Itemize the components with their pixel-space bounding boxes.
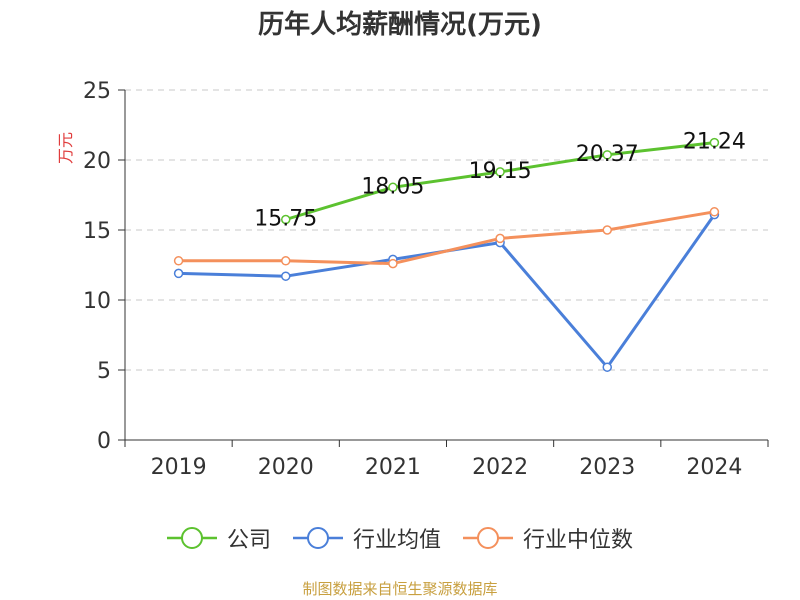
- legend-marker-icon: [166, 527, 217, 549]
- line-chart: 0 5 10 15 20 25 2019 2020 2021 2022 2023 2024 15.75…: [83, 79, 769, 480]
- x-tick-label: 2023: [579, 455, 635, 480]
- data-point[interactable]: [602, 150, 612, 160]
- chart-title: 历年人均薪酬情况(万元): [258, 10, 542, 40]
- x-tick-label: 2022: [472, 455, 528, 480]
- x-tick-label: 2020: [258, 455, 314, 480]
- y-tick-label: 5: [97, 359, 111, 384]
- y-tick-label: 20: [83, 149, 111, 174]
- x-tick-label: 2024: [686, 455, 742, 480]
- series-lines: [173, 137, 720, 372]
- legend-item[interactable]: 公司: [166, 522, 271, 554]
- data-point[interactable]: [173, 256, 184, 266]
- legend-label: 公司: [226, 528, 271, 553]
- data-label: 19.15: [469, 159, 532, 184]
- grid-lines: [125, 89, 768, 371]
- legend-item[interactable]: 行业均值: [292, 522, 441, 554]
- y-tick-label: 25: [83, 79, 111, 104]
- data-label: 21.24: [683, 130, 746, 155]
- data-point[interactable]: [602, 225, 612, 235]
- data-labels: 15.75 18.05 19.15 20.37 21.24: [254, 130, 746, 232]
- data-point[interactable]: [495, 167, 505, 177]
- x-tick-label: 2019: [151, 455, 207, 480]
- data-label: 18.05: [361, 174, 424, 199]
- data-point[interactable]: [495, 233, 505, 244]
- y-tick-label: 10: [83, 289, 111, 314]
- legend-marker-icon: [463, 527, 513, 549]
- data-point[interactable]: [388, 182, 398, 193]
- legend-label: 行业均值: [352, 528, 441, 553]
- data-point[interactable]: [709, 137, 720, 148]
- data-point[interactable]: [281, 271, 291, 281]
- data-point[interactable]: [388, 258, 398, 269]
- data-point[interactable]: [602, 362, 612, 372]
- axes: 0 5 10 15 20 25 2019 2020 2021 2022 2023 2024: [83, 79, 769, 480]
- data-point[interactable]: [281, 256, 291, 266]
- legend-item[interactable]: 行业中位数: [463, 522, 633, 554]
- y-tick-label: 0: [97, 429, 111, 454]
- legend-marker-icon: [292, 527, 343, 549]
- legend-label: 行业中位数: [523, 528, 634, 553]
- x-tick-label: 2021: [365, 455, 421, 480]
- data-label: 20.37: [576, 142, 639, 167]
- y-tick-label: 15: [83, 219, 111, 244]
- data-point[interactable]: [173, 268, 184, 279]
- legend: 公司 行业均值 行业中位数: [0, 518, 800, 558]
- series-line-2: [178, 210, 715, 266]
- series-line-1: [178, 213, 716, 369]
- data-point[interactable]: [709, 207, 720, 217]
- data-point[interactable]: [281, 214, 291, 225]
- data-label: 15.75: [254, 207, 317, 232]
- data-source-note: 制图数据来自恒生聚源数据库: [302, 580, 498, 598]
